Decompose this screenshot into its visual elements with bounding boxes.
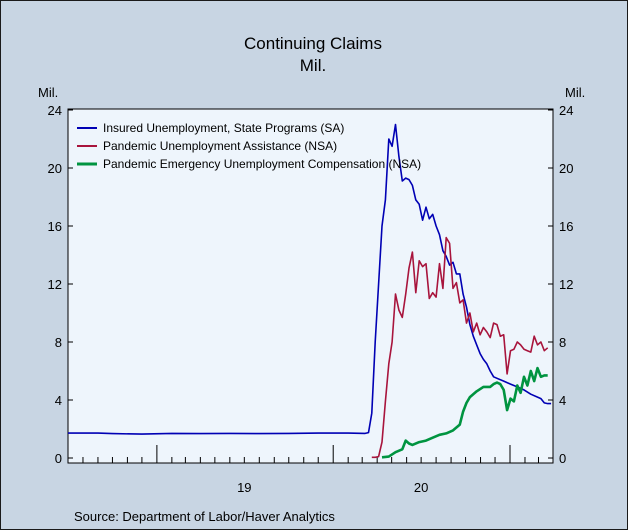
legend-label-3: Pandemic Emergency Unemployment Compensa… [103,157,421,171]
y-tick-label-left: 8 [55,335,62,350]
y-tick-label-right: 0 [559,451,566,466]
left-axis-unit-label: Mil. [38,85,58,100]
series-line-3 [381,366,548,459]
y-tick-label-left: 4 [55,393,62,408]
chart-title: Continuing Claims [244,34,382,53]
y-tick-label-left: 24 [48,103,62,118]
chart-subtitle: Mil. [300,56,326,75]
y-tick-label-right: 4 [559,393,566,408]
y-tick-label-right: 24 [559,103,573,118]
x-year-label: 20 [414,480,428,495]
y-tick-label-left: 16 [48,219,62,234]
y-tick-label-right: 16 [559,219,573,234]
y-tick-label-left: 12 [48,277,62,292]
legend: Insured Unemployment, State Programs (SA… [77,121,421,171]
legend-label-1: Insured Unemployment, State Programs (SA… [103,121,344,135]
series-line-1 [68,123,552,435]
y-tick-label-left: 20 [48,161,62,176]
axis-ticks: 0 0 4 4 8 8 12 12 16 16 20 20 24 24 19 20 [48,103,574,495]
y-tick-label-right: 12 [559,277,573,292]
y-tick-label-right: 20 [559,161,573,176]
source-note: Source: Department of Labor/Haver Analyt… [74,509,335,524]
series-line-2 [371,236,549,459]
legend-label-2: Pandemic Unemployment Assistance (NSA) [103,139,337,153]
right-axis-unit-label: Mil. [565,85,585,100]
plot-area [67,108,554,464]
x-year-label: 19 [237,480,251,495]
y-tick-label-left: 0 [55,451,62,466]
series-lines [68,123,552,459]
y-tick-label-right: 8 [559,335,566,350]
